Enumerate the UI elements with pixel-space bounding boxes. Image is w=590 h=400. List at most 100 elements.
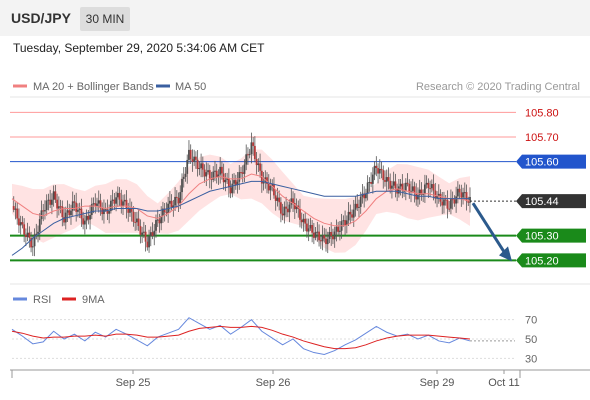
candle-body: [163, 208, 166, 213]
x-tick-label-2: Sep 29: [420, 377, 455, 389]
candle-body: [215, 170, 218, 178]
candle-body: [70, 210, 72, 216]
candle-body: [155, 220, 157, 231]
candle-body: [40, 210, 43, 220]
candle-body: [375, 165, 378, 169]
candle-body: [267, 183, 270, 191]
candle-body: [429, 188, 431, 190]
candle-body: [227, 178, 230, 188]
candle-body: [347, 211, 350, 221]
candle-body: [465, 192, 468, 202]
candle-body: [399, 183, 402, 187]
candle-body: [271, 184, 274, 186]
candle-body: [328, 231, 331, 239]
ma50-line: [11, 180, 470, 256]
candle-body: [45, 200, 48, 211]
candle-body: [132, 211, 135, 222]
candle-body: [75, 202, 78, 212]
candle-body: [335, 226, 338, 232]
candle-body: [151, 232, 154, 236]
forecast-arrow-shaft: [471, 202, 507, 255]
candle-body: [276, 197, 279, 201]
level-label-105-20: 105.20: [525, 255, 559, 267]
candle-body: [252, 142, 255, 146]
candle-body: [299, 208, 301, 220]
candle-body: [14, 208, 17, 210]
timeframe-button[interactable]: 30 MIN: [80, 7, 130, 31]
candle-body: [125, 199, 128, 209]
candle-body: [144, 231, 147, 242]
candle-body: [160, 215, 163, 224]
candle-body: [129, 208, 131, 213]
level-label-105-44-tag: [516, 194, 586, 209]
candle-body: [378, 168, 381, 174]
rsi-ma-line: [11, 325, 471, 350]
candle-body: [344, 220, 346, 226]
candle-body: [250, 142, 253, 155]
candle-body: [127, 208, 130, 213]
candle-body: [87, 215, 90, 220]
candle-body: [384, 180, 386, 182]
x-tick-label-3: Oct 11: [488, 377, 520, 389]
candle-body: [224, 179, 227, 183]
legend-label-9ma: 9MA: [82, 294, 105, 306]
candle-body: [156, 219, 159, 221]
candle-body: [123, 199, 126, 202]
candle-body: [78, 208, 81, 210]
candle-body: [238, 172, 241, 182]
candle-body: [233, 180, 235, 184]
candle-body: [139, 226, 142, 235]
candle-body: [404, 182, 407, 191]
candle-body: [377, 168, 379, 174]
candle-body: [26, 232, 29, 238]
candle-body: [352, 209, 355, 218]
candle-body: [266, 177, 268, 184]
candle-body: [33, 234, 36, 247]
candle-body: [283, 206, 286, 216]
candle-body: [56, 199, 59, 209]
candle-body: [200, 163, 202, 169]
candle-body: [323, 235, 326, 239]
candle-body: [373, 165, 376, 175]
candle-body: [16, 208, 19, 219]
candle-body: [18, 218, 20, 226]
candle-body: [306, 223, 308, 232]
candle-body: [441, 201, 444, 206]
candle-body: [311, 225, 314, 233]
candle-body: [430, 184, 433, 189]
level-label-105-30-tag: [516, 228, 586, 243]
candle-body: [259, 163, 261, 171]
candle-body: [44, 210, 46, 212]
candle-body: [111, 199, 114, 201]
legend-label-rsi: RSI: [33, 294, 51, 306]
candle-body: [231, 183, 234, 194]
candle-body: [198, 168, 201, 170]
level-label-105-44: 105.44: [525, 196, 559, 208]
candle-body: [96, 203, 98, 206]
bollinger-band: [12, 149, 470, 253]
candle-body: [450, 199, 452, 209]
candle-body: [260, 170, 263, 184]
rsi-tick-30: 30: [525, 353, 537, 365]
datetime-label: Tuesday, September 29, 2020 5:34:06 AM C…: [13, 41, 265, 55]
candle-body: [122, 201, 124, 207]
candle-body: [255, 159, 258, 166]
candle-body: [397, 186, 400, 194]
candle-body: [245, 154, 248, 165]
candle-body: [175, 196, 178, 198]
candle-body: [90, 204, 93, 216]
candle-body: [236, 181, 239, 186]
candle-body: [115, 197, 117, 204]
candle-body: [337, 226, 340, 232]
candle-body: [240, 172, 242, 174]
candle-body: [394, 181, 397, 189]
candle-body: [370, 181, 373, 184]
candle-body: [37, 231, 39, 234]
candle-body: [205, 172, 208, 177]
candle-body: [83, 220, 86, 225]
x-tick-label-0: Sep 25: [116, 377, 151, 389]
candle-body: [463, 192, 466, 194]
candle-body: [444, 199, 447, 201]
candle-body: [385, 177, 388, 182]
